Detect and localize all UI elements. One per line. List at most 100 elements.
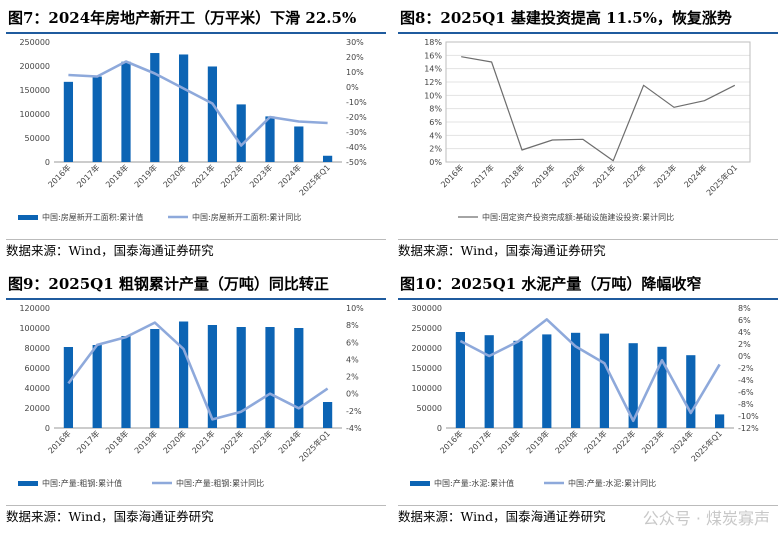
bar [63, 347, 74, 428]
y2-tick-label: -10% [738, 412, 759, 421]
x-tick-label: 2023年 [639, 428, 666, 455]
y2-tick-label: -2% [738, 364, 754, 373]
y2-tick-label: 10% [346, 304, 364, 313]
y-tick-label: 10% [424, 91, 442, 100]
bar [236, 327, 246, 428]
x-tick-label: 2023年 [247, 428, 274, 455]
bar [265, 327, 275, 428]
x-tick-label: 2018年 [103, 428, 130, 455]
y2-tick-label: -20% [346, 113, 367, 122]
bar [178, 54, 189, 163]
y2-tick-label: 8% [738, 304, 751, 313]
y-tick-label: 100000 [411, 384, 442, 393]
legend-label: 中国:产量:水泥:累计同比 [568, 478, 656, 488]
x-tick-label: 2022年 [610, 428, 637, 455]
x-tick-label: 2021年 [590, 162, 617, 189]
y2-tick-label: -30% [346, 128, 367, 137]
y-tick-label: 150000 [19, 86, 50, 95]
x-tick-label: 2017年 [469, 162, 496, 189]
panel-title: 图10：2025Q1 水泥产量（万吨）降幅收窄 [398, 272, 778, 300]
bar [63, 81, 74, 162]
y-tick-label: 250000 [19, 38, 50, 47]
source-note: 数据来源：Wind，国泰海通证券研究 [398, 505, 778, 528]
y2-tick-label: 30% [346, 38, 364, 47]
x-tick-label: 2018年 [499, 162, 526, 189]
bar [121, 61, 131, 162]
y2-tick-label: 2% [346, 373, 359, 382]
chart-steel: 0 20000 40000 60000 80000 100000 120000 -4% -2% 0… [18, 304, 364, 488]
bar [207, 325, 218, 428]
y-tick-label: 12% [424, 78, 442, 87]
x-tick-label: 2021年 [190, 162, 217, 189]
x-tick-label: 2017年 [74, 428, 101, 455]
x-tick-label: 2024年 [682, 162, 709, 189]
y-tick-label: 40000 [25, 384, 50, 393]
x-tick-label: 2025年Q1 [689, 428, 724, 463]
x-tick-label: 2020年 [553, 428, 580, 455]
y2-tick-label: 10% [346, 68, 364, 77]
x-tick-label: 2023年 [247, 162, 274, 189]
bar [657, 346, 667, 428]
y2-tick-label: 2% [738, 340, 751, 349]
y-tick-label: 0% [429, 158, 442, 167]
y-tick-label: 300000 [411, 304, 442, 313]
y2-tick-label: 4% [738, 328, 751, 337]
bar [265, 116, 275, 162]
y2-tick-label: -4% [346, 424, 362, 433]
y2-tick-label: 0% [346, 83, 359, 92]
y2-tick-label: 6% [738, 316, 751, 325]
y2-tick-label: 0% [346, 390, 359, 399]
x-tick-label: 2024年 [276, 162, 303, 189]
y-tick-label: 4% [429, 131, 442, 140]
x-tick-label: 2020年 [161, 162, 188, 189]
y2-tick-label: -8% [738, 400, 754, 409]
panel-cement: 图10：2025Q1 水泥产量（万吨）降幅收窄 0 50000 100000 1500… [398, 272, 778, 532]
y-tick-label: 2% [429, 145, 442, 154]
y2-tick-label: 20% [346, 53, 364, 62]
legend-swatch-bar [18, 481, 38, 486]
bar [294, 126, 304, 162]
bar [570, 332, 581, 428]
x-tick-label: 2020年 [161, 428, 188, 455]
y2-tick-label: 6% [346, 338, 359, 347]
bar [150, 329, 160, 428]
y2-tick-label: -10% [346, 98, 367, 107]
x-tick-label: 2022年 [218, 162, 245, 189]
legend-swatch-bar [410, 481, 430, 486]
bar [121, 336, 131, 428]
y-tick-label: 0 [45, 158, 50, 167]
bar [236, 104, 246, 162]
y-tick-label: 150000 [411, 364, 442, 373]
series-line [459, 318, 721, 423]
y-tick-label: 100000 [19, 110, 50, 119]
x-tick-label: 2020年 [560, 162, 587, 189]
panel-steel: 图9：2025Q1 粗钢累计产量（万吨）同比转正 0 20000 40000 6000… [6, 272, 386, 532]
legend-label: 中国:产量:水泥:累计值 [434, 478, 514, 488]
panel-title: 图9：2025Q1 粗钢累计产量（万吨）同比转正 [6, 272, 386, 300]
bar [294, 328, 304, 428]
bar [686, 355, 696, 428]
legend-label: 中国:房屋新开工面积:累计值 [42, 212, 143, 222]
panel-title: 图7：2024年房地产新开工（万平米）下滑 22.5% [6, 6, 386, 34]
bar [322, 402, 333, 428]
bar [542, 334, 552, 428]
chart-new-starts: 0 50000 100000 150000 200000 250000 -50% -40% -3… [18, 38, 367, 222]
source-note: 数据来源：Wind，国泰海通证券研究 [6, 505, 386, 528]
y-tick-label: 100000 [19, 324, 50, 333]
x-tick-label: 2017年 [74, 162, 101, 189]
y-tick-label: 14% [424, 65, 442, 74]
y-tick-label: 50000 [417, 404, 442, 413]
y-tick-label: 18% [424, 38, 442, 47]
x-tick-label: 2021年 [582, 428, 609, 455]
x-tick-label: 2024年 [276, 428, 303, 455]
y2-tick-label: -40% [346, 143, 367, 152]
panel-new-starts: 图7：2024年房地产新开工（万平米）下滑 22.5% 0 50000 100000… [6, 6, 386, 266]
bar [92, 76, 102, 162]
y2-tick-label: -50% [346, 158, 367, 167]
y-tick-label: 20000 [25, 404, 50, 413]
bar [513, 340, 523, 428]
legend-label: 中国:产量:粗钢:累计值 [42, 478, 122, 488]
bar [599, 333, 610, 428]
series-line [67, 321, 329, 421]
y-tick-label: 80000 [25, 344, 50, 353]
